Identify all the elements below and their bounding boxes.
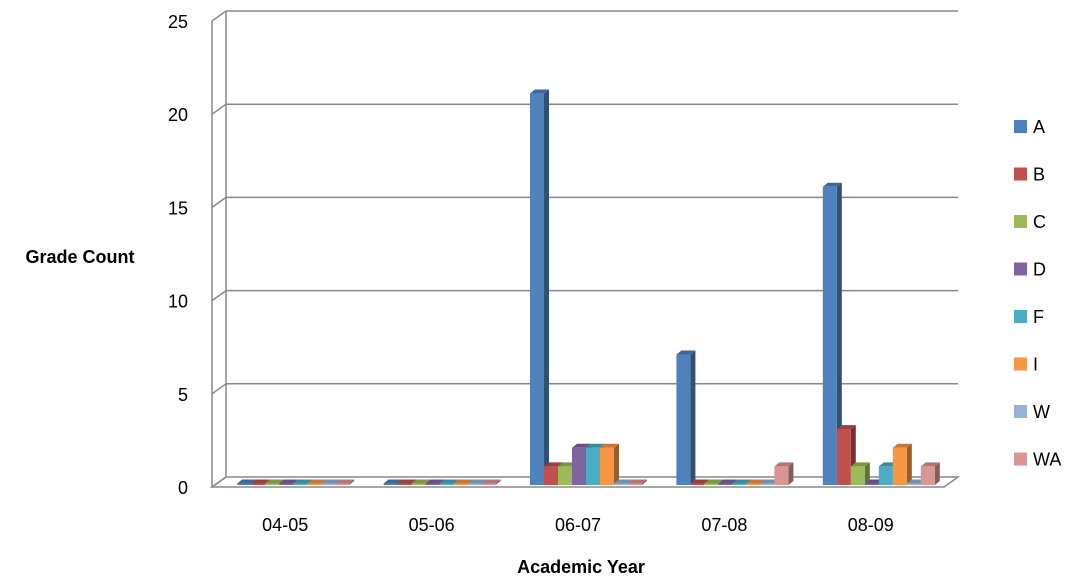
legend-label: A — [1033, 117, 1045, 137]
y-tick-label: 20 — [168, 105, 188, 125]
legend-swatch — [1014, 357, 1027, 371]
legend-swatch — [1014, 405, 1027, 418]
legend-item: WA — [1014, 450, 1061, 470]
bar — [530, 89, 549, 485]
x-tick-label: 05-06 — [409, 515, 455, 535]
y-tick-label: 25 — [168, 12, 188, 32]
gridline-depth — [211, 103, 227, 115]
x-tick-label: 06-07 — [555, 515, 601, 535]
bar — [850, 462, 870, 485]
y-axis-title: Grade Count — [25, 247, 134, 267]
tick-labels: 0 5 10 15 20 25 04-05 05-06 06-07 07-08 08-09 — [168, 12, 894, 535]
legend-swatch — [1014, 167, 1027, 181]
legend-label: I — [1033, 355, 1038, 375]
legend-label: C — [1033, 212, 1046, 232]
bar — [335, 479, 355, 485]
y-tick-label: 5 — [178, 385, 188, 405]
bar — [676, 350, 696, 485]
legend-label: B — [1033, 165, 1045, 185]
legend-item: C — [1014, 212, 1046, 232]
gridline-depth — [211, 196, 227, 209]
legend-swatch — [1014, 215, 1027, 228]
legend-label: F — [1033, 307, 1044, 327]
y-tick-label: 10 — [168, 292, 188, 312]
gridline-depth — [211, 289, 227, 302]
legend-label: WA — [1033, 450, 1061, 470]
legend-item: B — [1014, 165, 1045, 185]
axes — [209, 11, 961, 488]
bar — [920, 462, 940, 485]
legend-item: D — [1014, 260, 1046, 280]
legend-item: F — [1014, 307, 1044, 327]
x-axis-title: Academic Year — [517, 557, 645, 577]
bar — [822, 182, 842, 485]
legend-label: D — [1033, 260, 1046, 280]
gridlines — [211, 10, 958, 488]
legend-item: I — [1014, 355, 1038, 375]
gridline-depth — [211, 10, 227, 22]
bar — [774, 462, 794, 485]
legend-item: A — [1014, 117, 1045, 137]
legend-swatch — [1014, 120, 1027, 133]
legend-label: W — [1033, 402, 1050, 422]
legend-swatch — [1014, 262, 1027, 276]
bar — [481, 479, 501, 485]
bar — [892, 443, 912, 485]
bars — [237, 89, 940, 485]
legend-item: W — [1014, 402, 1050, 422]
x-tick-label: 04-05 — [262, 515, 308, 535]
legend-swatch — [1014, 310, 1027, 323]
y-tick-label: 15 — [168, 198, 188, 218]
y-tick-label: 0 — [178, 478, 188, 498]
gridline-depth — [211, 383, 227, 395]
chart-floor — [209, 476, 961, 488]
x-tick-label: 07-08 — [701, 515, 747, 535]
x-tick-label: 08-09 — [848, 515, 894, 535]
bar — [600, 443, 619, 485]
legend-swatch — [1014, 452, 1027, 466]
legend: A B C D F I W WA — [1014, 117, 1061, 470]
bar — [628, 479, 647, 485]
